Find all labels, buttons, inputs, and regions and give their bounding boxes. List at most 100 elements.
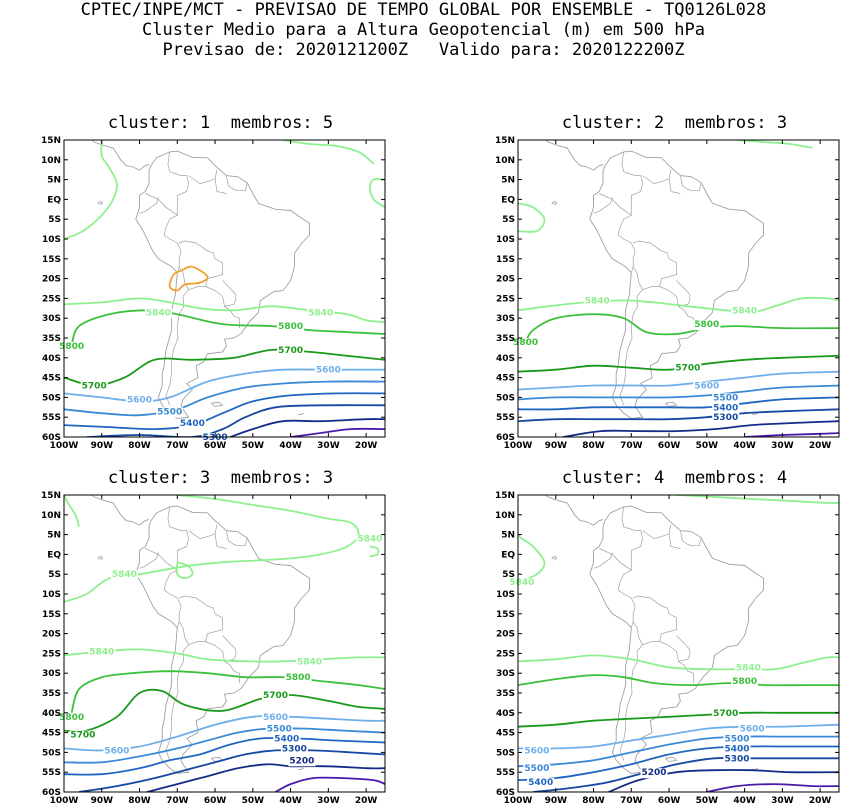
contour-line <box>64 297 385 324</box>
island <box>665 401 678 407</box>
country-border <box>599 506 643 571</box>
lat-label: 40S <box>496 354 515 364</box>
contour-label: 5840 <box>732 306 757 316</box>
lat-label: 5N <box>47 176 61 186</box>
lat-label: 15N <box>495 136 515 146</box>
lat-label: 60S <box>42 788 61 798</box>
country-border <box>619 644 643 761</box>
lat-label: 35S <box>42 334 61 344</box>
country-border <box>145 506 189 571</box>
contour-label: 5700 <box>713 709 738 719</box>
lat-label: 35S <box>496 334 515 344</box>
contour-label-bg <box>156 407 184 418</box>
contour-label: 5800 <box>732 677 757 687</box>
map-panel-4-svg: 5840584058005700560056005500550054005400… <box>495 491 840 803</box>
contour-line <box>518 723 839 750</box>
lat-label: 5N <box>47 531 61 541</box>
contour-line <box>64 348 385 387</box>
contour-label-bg <box>261 712 290 723</box>
map-panel-1: 5840 5840 5800 5800 5700 5700 5600 5600 5500 5400… <box>41 136 386 451</box>
country-border <box>226 175 248 192</box>
contour-label-bg <box>738 724 766 735</box>
coastline <box>589 505 764 774</box>
contour-label: 5800 <box>59 342 84 352</box>
contour-label: 5800 <box>694 320 719 330</box>
lat-label: 45S <box>42 374 61 384</box>
lon-label: 60W <box>204 796 227 803</box>
lon-label: 60W <box>658 796 681 803</box>
island <box>665 756 678 762</box>
contour-line <box>369 545 380 558</box>
island <box>211 401 224 407</box>
contour-label-bg <box>280 744 308 755</box>
contour-label: 5700 <box>675 364 700 374</box>
contour-label: 5400 <box>724 744 749 754</box>
lat-label: 35S <box>42 689 61 699</box>
lon-label: 100W <box>504 796 533 803</box>
contour-label: 5600 <box>104 746 129 756</box>
contour-line <box>64 727 385 764</box>
lon-label: 40W <box>733 796 756 803</box>
lat-label: 30S <box>42 314 61 324</box>
contour-line <box>518 202 546 233</box>
contour-label-bg <box>731 306 759 317</box>
lon-label: 30W <box>771 441 794 451</box>
lat-label: 15N <box>41 136 61 146</box>
panel-2-title: cluster: 2 membros: 3 <box>561 113 788 133</box>
lat-label: 40S <box>42 709 61 719</box>
coastline-central-america <box>90 140 150 171</box>
lat-label: 45S <box>496 374 515 384</box>
lat-label: 15N <box>495 491 515 501</box>
contour-line <box>290 427 385 437</box>
contour-line <box>168 265 209 292</box>
contour-line <box>64 392 385 431</box>
contour-line <box>518 408 839 423</box>
lon-label: 70W <box>620 441 643 451</box>
contour-line <box>70 670 385 714</box>
country-border <box>593 197 613 214</box>
contour-label: 5800 <box>278 322 303 332</box>
island <box>97 556 104 560</box>
lat-label: 50S <box>496 393 515 403</box>
contour-line <box>64 737 385 776</box>
contour-label-bg <box>693 320 721 331</box>
lon-label: 70W <box>166 796 189 803</box>
country-border <box>617 569 636 628</box>
lat-label: 10N <box>495 156 515 166</box>
lat-label: 20S <box>42 275 61 285</box>
contour-label-bg <box>265 724 293 735</box>
contour-line <box>64 688 385 733</box>
contour-label-bg <box>712 403 740 414</box>
country-border <box>668 178 681 194</box>
coastline <box>135 150 310 419</box>
contour-label-bg <box>512 338 540 348</box>
contour-label: 5200 <box>289 756 314 766</box>
lat-label: 20S <box>496 630 515 640</box>
lat-label: 25S <box>496 649 515 659</box>
country-border <box>617 214 636 273</box>
lat-label: 5N <box>501 531 515 541</box>
contour-label-bg <box>523 764 551 775</box>
map-panel-3-svg: 5840 5840 5840 5840 5800 5800 5700 5700 5600 5600… <box>41 491 386 803</box>
coastline-central-america <box>90 495 150 526</box>
map-layer <box>64 140 385 437</box>
lat-label: 40S <box>42 354 61 364</box>
lat-label: 60S <box>496 788 515 798</box>
contour-label-bg <box>80 381 108 392</box>
map-layer <box>518 495 839 792</box>
lon-label: 20W <box>809 441 832 451</box>
coastline <box>135 505 310 774</box>
lat-label: 5S <box>502 570 515 580</box>
contour-label-bg <box>88 647 116 658</box>
country-border <box>145 151 189 216</box>
header-line-2: Cluster Medio para a Altura Geopotencial… <box>142 20 705 40</box>
contour-line <box>524 313 839 343</box>
lon-label: 20W <box>355 796 378 803</box>
lat-label: 35S <box>496 689 515 699</box>
lon-label: 100W <box>50 441 79 451</box>
contour-label-bg <box>58 341 86 352</box>
lat-label: 15S <box>42 610 61 620</box>
country-border <box>678 306 694 329</box>
contour-label: 5800 <box>513 338 538 348</box>
country-border <box>188 524 218 539</box>
